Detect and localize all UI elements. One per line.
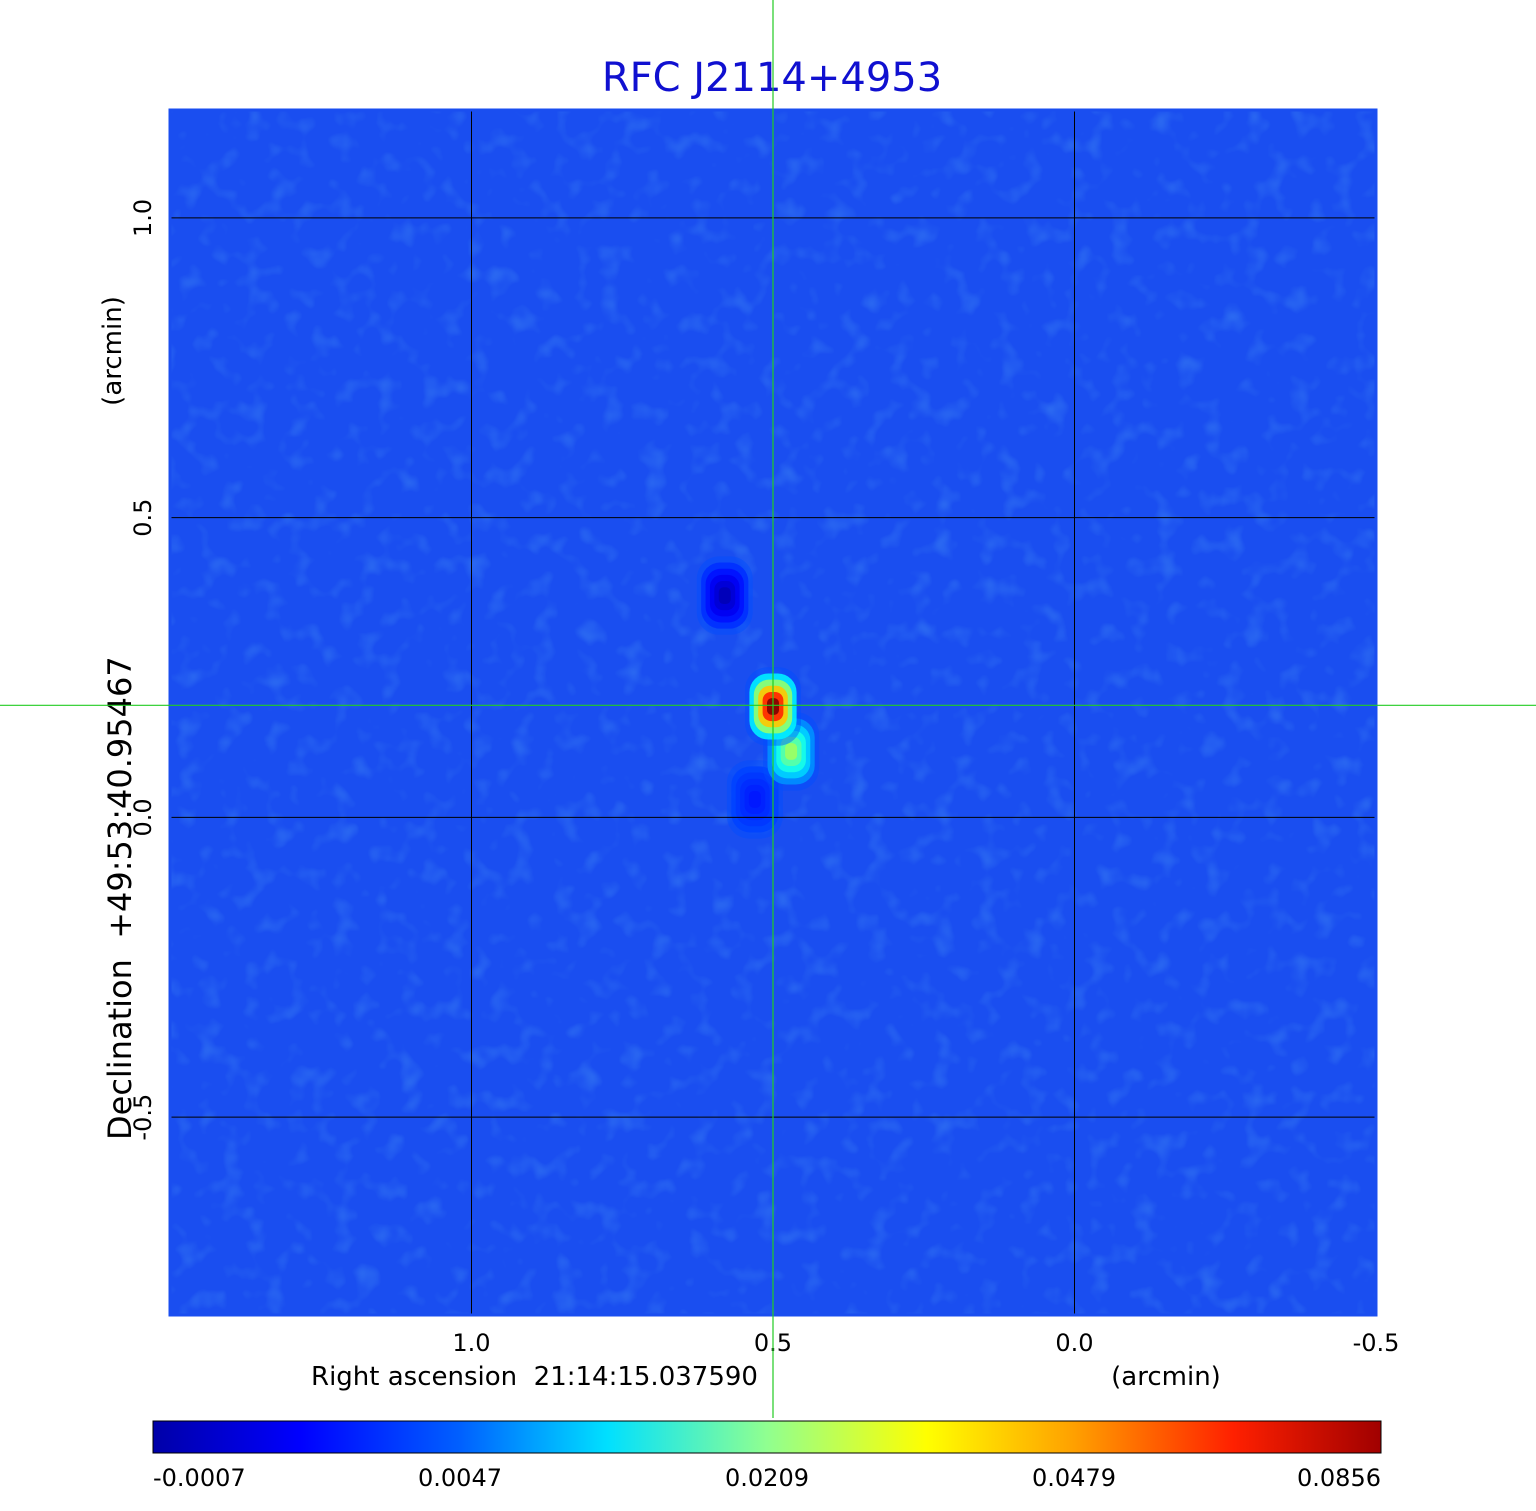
- colorbar-tick-label: 0.0479: [1032, 1464, 1116, 1492]
- colorbar-tick-label: -0.0007: [153, 1464, 246, 1492]
- y-tick-label: 0.0: [129, 798, 157, 836]
- y-tick-labels: 1.0 0.5 0.0 -0.5: [129, 199, 157, 1141]
- colorbar-labels: -0.0007 0.0047 0.0209 0.0479 0.0856: [153, 1464, 1381, 1492]
- emission-pixel: [748, 791, 761, 808]
- colorbar-tick-label: 0.0209: [725, 1464, 809, 1492]
- emission-pixel: [718, 587, 731, 604]
- emission-pixel: [785, 743, 798, 760]
- colorbar: -0.0007 0.0047 0.0209 0.0479 0.0856: [152, 1420, 1382, 1492]
- x-tick-label: 1.0: [452, 1329, 490, 1357]
- x-axis-unit: (arcmin): [1111, 1362, 1221, 1392]
- x-tick-labels: 1.0 0.5 0.0 -0.5: [452, 1329, 1399, 1357]
- crosshair: [0, 0, 1536, 1418]
- colorbar-tick-label: 0.0047: [418, 1464, 502, 1492]
- y-axis-unit: (arcmin): [98, 296, 128, 406]
- x-tick-label: 0.0: [1055, 1329, 1093, 1357]
- x-tick-label: -0.5: [1353, 1329, 1400, 1357]
- colorbar-tick-label: 0.0856: [1297, 1464, 1381, 1492]
- x-axis-label: Right ascension 21:14:15.037590: [311, 1362, 758, 1392]
- chart-title: RFC J2114+4953: [602, 55, 942, 101]
- y-tick-label: 1.0: [129, 199, 157, 237]
- y-tick-label: -0.5: [129, 1094, 157, 1141]
- colorbar-gradient: [152, 1420, 1382, 1454]
- y-axis-label: Declination +49:53:40.95467: [101, 656, 139, 1140]
- y-tick-label: 0.5: [129, 499, 157, 537]
